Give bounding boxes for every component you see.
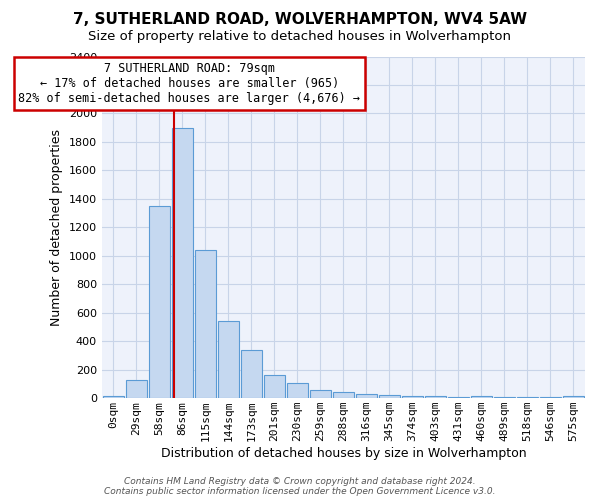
Bar	[448, 396, 469, 398]
Text: 7, SUTHERLAND ROAD, WOLVERHAMPTON, WV4 5AW: 7, SUTHERLAND ROAD, WOLVERHAMPTON, WV4 5…	[73, 12, 527, 28]
Bar	[540, 396, 561, 398]
Bar	[563, 396, 584, 398]
Bar	[287, 382, 308, 398]
Bar	[218, 322, 239, 398]
Bar	[149, 206, 170, 398]
Bar	[126, 380, 147, 398]
Text: Size of property relative to detached houses in Wolverhampton: Size of property relative to detached ho…	[89, 30, 511, 43]
Y-axis label: Number of detached properties: Number of detached properties	[50, 129, 63, 326]
Bar	[103, 396, 124, 398]
Bar	[310, 390, 331, 398]
Bar	[195, 250, 216, 398]
X-axis label: Distribution of detached houses by size in Wolverhampton: Distribution of detached houses by size …	[161, 447, 526, 460]
Bar	[333, 392, 354, 398]
Bar	[402, 396, 423, 398]
Bar	[264, 374, 285, 398]
Text: 7 SUTHERLAND ROAD: 79sqm
← 17% of detached houses are smaller (965)
82% of semi-: 7 SUTHERLAND ROAD: 79sqm ← 17% of detach…	[18, 62, 360, 105]
Bar	[471, 396, 492, 398]
Bar	[425, 396, 446, 398]
Bar	[172, 128, 193, 398]
Bar	[241, 350, 262, 398]
Bar	[379, 396, 400, 398]
Bar	[356, 394, 377, 398]
Bar	[517, 396, 538, 398]
Bar	[494, 396, 515, 398]
Text: Contains HM Land Registry data © Crown copyright and database right 2024.
Contai: Contains HM Land Registry data © Crown c…	[104, 476, 496, 496]
